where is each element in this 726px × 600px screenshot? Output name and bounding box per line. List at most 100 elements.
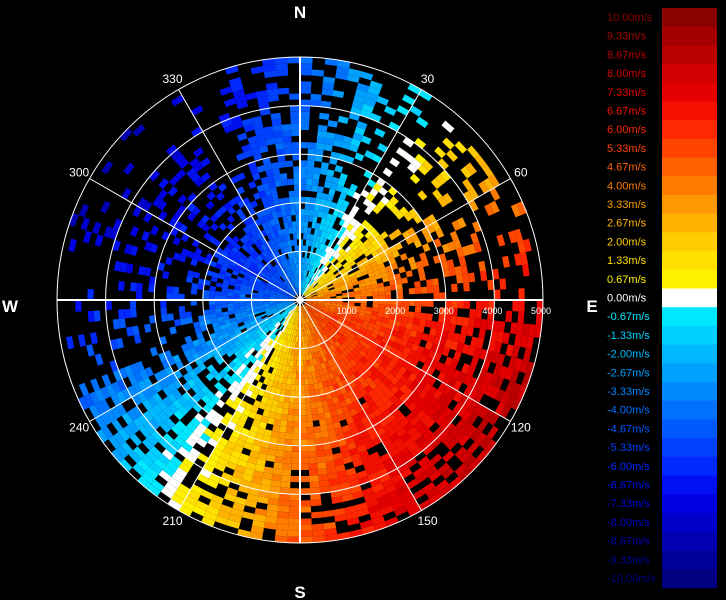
velocity-cell — [399, 206, 409, 216]
velocity-cell — [103, 225, 113, 239]
velocity-cell — [421, 428, 434, 440]
velocity-cell — [169, 326, 177, 335]
range-label: 4000 — [482, 306, 502, 316]
velocity-cell — [330, 328, 337, 335]
velocity-cell — [250, 261, 258, 268]
velocity-cell — [305, 294, 312, 298]
velocity-cell — [255, 328, 263, 335]
velocity-cell — [322, 287, 329, 292]
velocity-cell — [310, 265, 315, 273]
velocity-cell — [314, 438, 323, 446]
velocity-cell — [270, 277, 277, 283]
velocity-cell — [195, 500, 209, 511]
velocity-cell — [403, 397, 413, 408]
velocity-cell — [255, 133, 266, 142]
velocity-cell — [285, 287, 291, 293]
velocity-cell — [152, 403, 164, 415]
velocity-cell — [172, 354, 181, 364]
velocity-cell — [305, 348, 309, 355]
velocity-cell — [278, 161, 287, 168]
velocity-cell — [200, 418, 211, 428]
colorbar-swatch — [662, 195, 717, 215]
velocity-cell — [340, 450, 351, 459]
velocity-cell — [267, 281, 274, 287]
velocity-cell — [320, 321, 326, 328]
velocity-cell — [324, 534, 339, 542]
velocity-cell — [287, 271, 292, 278]
velocity-cell — [178, 293, 185, 300]
velocity-cell — [349, 275, 357, 281]
velocity-cell — [257, 496, 269, 505]
colorbar-swatch — [662, 550, 717, 570]
velocity-cell — [324, 219, 331, 227]
velocity-cell — [284, 240, 289, 248]
velocity-cell — [318, 297, 325, 300]
velocity-cell — [279, 389, 286, 397]
velocity-cell — [472, 220, 482, 233]
velocity-cell — [295, 208, 300, 216]
velocity-cell — [282, 215, 288, 223]
velocity-cell — [427, 334, 435, 344]
velocity-cell — [355, 239, 364, 248]
velocity-cell — [313, 339, 318, 347]
velocity-cell — [321, 284, 328, 289]
velocity-cell — [442, 268, 451, 278]
velocity-cell — [322, 327, 329, 334]
velocity-cell — [403, 387, 414, 398]
velocity-cell — [170, 493, 185, 506]
velocity-cell — [394, 337, 403, 345]
velocity-cell — [489, 200, 500, 214]
velocity-cell — [267, 498, 280, 506]
velocity-cell — [473, 403, 485, 416]
velocity-cell — [160, 300, 167, 308]
velocity-cell — [317, 344, 323, 352]
velocity-cell — [289, 303, 296, 308]
velocity-cell — [318, 280, 325, 286]
velocity-cell — [311, 304, 318, 308]
velocity-cell — [265, 337, 272, 345]
velocity-cell — [250, 65, 264, 75]
velocity-cell — [246, 231, 254, 239]
velocity-cell — [266, 312, 273, 317]
velocity-cell — [280, 338, 285, 346]
velocity-cell — [275, 523, 289, 531]
velocity-cell — [352, 458, 364, 468]
velocity-cell — [131, 394, 143, 406]
velocity-cell — [323, 303, 331, 307]
velocity-cell — [448, 267, 457, 277]
velocity-cell — [293, 336, 297, 343]
velocity-cell — [286, 258, 291, 266]
velocity-cell — [397, 344, 406, 353]
velocity-cell — [234, 94, 247, 104]
velocity-cell — [372, 265, 380, 272]
velocity-cell — [228, 198, 238, 207]
velocity-cell — [446, 366, 456, 378]
velocity-cell — [271, 399, 279, 407]
velocity-cell — [324, 278, 331, 284]
velocity-cell — [288, 296, 295, 299]
velocity-cell — [300, 415, 307, 422]
velocity-cell — [315, 235, 321, 243]
velocity-cell — [172, 389, 182, 400]
velocity-cell — [396, 289, 404, 295]
velocity-cell — [290, 208, 296, 216]
velocity-cell — [244, 402, 254, 411]
velocity-cell — [310, 402, 318, 409]
velocity-cell — [296, 305, 299, 312]
velocity-cell — [193, 321, 201, 329]
velocity-cell — [311, 301, 319, 304]
velocity-cell — [332, 314, 339, 320]
velocity-cell — [211, 447, 223, 457]
velocity-cell — [143, 323, 152, 333]
velocity-cell — [346, 283, 353, 288]
velocity-cell — [300, 530, 313, 537]
velocity-cell — [274, 388, 282, 396]
velocity-cell — [348, 272, 356, 278]
velocity-cell — [315, 142, 325, 150]
velocity-cell — [166, 293, 173, 300]
velocity-cell — [133, 334, 142, 345]
velocity-cell — [278, 242, 284, 249]
velocity-cell — [271, 266, 278, 273]
velocity-cell — [276, 279, 282, 285]
velocity-cell — [189, 157, 201, 168]
